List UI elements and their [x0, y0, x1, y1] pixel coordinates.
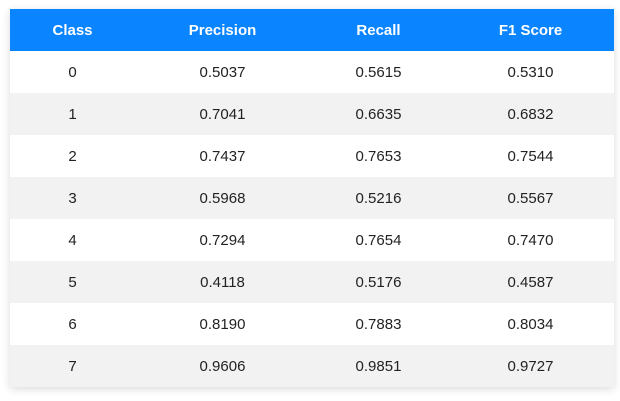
- cell-f1-score: 0.6832: [507, 105, 554, 123]
- cell-precision: 0.9606: [199, 357, 246, 375]
- cell-f1-score: 0.5567: [507, 189, 554, 207]
- cell-class: 5: [68, 273, 77, 291]
- table-row: 4 0.7294 0.7654 0.7470: [10, 219, 614, 261]
- cell-recall: 0.7654: [355, 231, 402, 249]
- cell-f1-score: 0.8034: [507, 315, 554, 333]
- cell-precision: 0.7041: [199, 105, 246, 123]
- cell-precision: 0.5968: [199, 189, 246, 207]
- header-row: Class Precision Recall F1 Score: [10, 9, 614, 51]
- cell-class: 0: [68, 63, 77, 81]
- cell-f1-score: 0.7544: [507, 147, 554, 165]
- cell-recall: 0.7653: [355, 147, 402, 165]
- metrics-table: Class Precision Recall F1 Score 0 0.5037…: [10, 9, 614, 387]
- cell-class: 2: [68, 147, 77, 165]
- cell-class: 7: [68, 357, 77, 375]
- cell-precision: 0.5037: [199, 63, 246, 81]
- cell-class: 6: [68, 315, 77, 333]
- cell-precision: 0.7437: [199, 147, 246, 165]
- table-row: 7 0.9606 0.9851 0.9727: [10, 345, 614, 387]
- cell-class: 1: [68, 105, 77, 123]
- header-recall: Recall: [356, 21, 401, 39]
- header-precision: Precision: [188, 21, 257, 39]
- table-row: 1 0.7041 0.6635 0.6832: [10, 93, 614, 135]
- cell-recall: 0.9851: [355, 357, 402, 375]
- header-f1-score: F1 Score: [498, 21, 563, 39]
- cell-recall: 0.5176: [355, 273, 402, 291]
- table-row: 0 0.5037 0.5615 0.5310: [10, 51, 614, 93]
- cell-recall: 0.5615: [355, 63, 402, 81]
- cell-recall: 0.7883: [355, 315, 402, 333]
- table-body: 0 0.5037 0.5615 0.5310 1 0.7041 0.6635 0…: [10, 51, 614, 387]
- cell-precision: 0.4118: [200, 273, 245, 291]
- cell-precision: 0.8190: [199, 315, 246, 333]
- table-row: 6 0.8190 0.7883 0.8034: [10, 303, 614, 345]
- cell-f1-score: 0.4587: [507, 273, 554, 291]
- cell-recall: 0.6635: [355, 105, 402, 123]
- table-header: Class Precision Recall F1 Score: [10, 9, 614, 51]
- table-row: 5 0.4118 0.5176 0.4587: [10, 261, 614, 303]
- metrics-table-card: Class Precision Recall F1 Score 0 0.5037…: [10, 9, 614, 387]
- cell-f1-score: 0.9727: [507, 357, 554, 375]
- cell-class: 3: [68, 189, 77, 207]
- cell-precision: 0.7294: [199, 231, 246, 249]
- cell-f1-score: 0.5310: [507, 63, 554, 81]
- cell-recall: 0.5216: [355, 189, 402, 207]
- cell-class: 4: [68, 231, 77, 249]
- cell-f1-score: 0.7470: [507, 231, 554, 249]
- header-class: Class: [52, 21, 93, 39]
- table-row: 2 0.7437 0.7653 0.7544: [10, 135, 614, 177]
- table-row: 3 0.5968 0.5216 0.5567: [10, 177, 614, 219]
